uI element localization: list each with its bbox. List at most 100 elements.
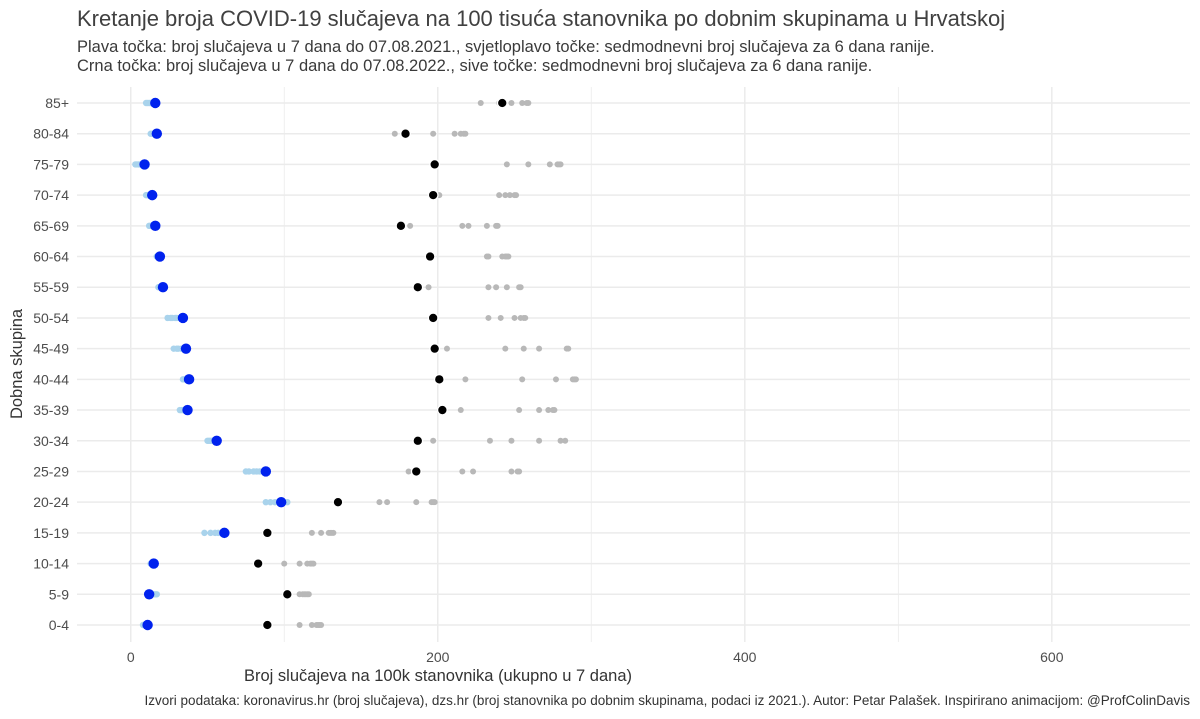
grey-point bbox=[413, 499, 420, 506]
grey-point bbox=[281, 560, 288, 567]
blue-point bbox=[260, 466, 272, 477]
grey-point bbox=[451, 130, 458, 137]
grey-point bbox=[552, 376, 559, 383]
light-blue-point bbox=[207, 529, 214, 537]
grey-point bbox=[318, 622, 325, 628]
y-tick-label: 25-29 bbox=[33, 463, 69, 479]
grey-point bbox=[496, 192, 503, 199]
blue-point bbox=[139, 159, 150, 170]
grey-point bbox=[508, 468, 515, 475]
y-tick-label: 20-24 bbox=[33, 494, 69, 510]
y-tick-label: 70-74 bbox=[33, 187, 69, 203]
grey-point bbox=[318, 529, 325, 536]
grey-point bbox=[506, 192, 513, 199]
grey-point bbox=[430, 499, 437, 506]
grey-point bbox=[525, 161, 532, 168]
blue-point bbox=[143, 589, 155, 600]
grey-point bbox=[483, 222, 490, 229]
grey-point bbox=[546, 161, 553, 168]
blue-point bbox=[211, 435, 222, 446]
grey-point bbox=[517, 284, 524, 291]
black-point bbox=[496, 97, 508, 109]
black-point bbox=[395, 220, 407, 232]
blue-point bbox=[147, 189, 158, 201]
black-point bbox=[261, 527, 273, 539]
grey-point bbox=[308, 529, 315, 536]
grey-point bbox=[503, 284, 510, 291]
blue-point bbox=[182, 404, 193, 416]
black-point bbox=[427, 312, 439, 324]
grey-point bbox=[407, 222, 414, 229]
grey-point bbox=[557, 437, 564, 444]
chart-subtitle-line-2: Crna točka: broj slučajeva u 7 dana do 0… bbox=[77, 57, 873, 75]
black-point bbox=[436, 404, 448, 416]
y-tick-label: 65-69 bbox=[33, 218, 69, 234]
chart-subtitle-line-1: Plava točka: broj slučajeva u 7 dana do … bbox=[77, 38, 935, 56]
y-tick-label: 35-39 bbox=[33, 402, 69, 418]
grey-point bbox=[477, 100, 484, 106]
chart-title: Kretanje broja COVID-19 slučajeva na 100… bbox=[77, 6, 1006, 31]
grid-lines bbox=[77, 87, 1190, 642]
x-tick-label: 400 bbox=[733, 649, 757, 665]
grey-point bbox=[430, 437, 437, 444]
x-tick-label: 600 bbox=[1040, 649, 1064, 665]
grey-point bbox=[494, 222, 501, 229]
grey-point bbox=[513, 192, 520, 199]
y-tick-label: 5-9 bbox=[49, 586, 69, 602]
blue-point bbox=[219, 527, 230, 539]
y-tick-label: 30-34 bbox=[33, 433, 69, 449]
blue-point bbox=[150, 97, 161, 109]
grey-point bbox=[536, 437, 543, 444]
grey-point bbox=[296, 560, 303, 567]
light-blue-point bbox=[245, 468, 253, 475]
grey-point bbox=[485, 314, 492, 321]
y-tick-label: 10-14 bbox=[33, 556, 69, 572]
black-point bbox=[400, 128, 411, 140]
y-tick-label: 50-54 bbox=[33, 310, 69, 326]
black-point bbox=[424, 251, 436, 262]
grey-point bbox=[522, 314, 529, 321]
grey-point bbox=[572, 376, 579, 383]
grey-point bbox=[519, 376, 526, 383]
grey-point bbox=[502, 192, 509, 199]
light-blue-point bbox=[262, 498, 270, 506]
grey-point bbox=[384, 499, 391, 506]
grey-point bbox=[493, 284, 500, 291]
grey-point bbox=[520, 345, 527, 352]
black-point bbox=[412, 281, 424, 293]
grey-point bbox=[565, 345, 572, 352]
grey-point bbox=[557, 161, 564, 168]
grey-point bbox=[485, 284, 492, 291]
grey-point bbox=[536, 407, 543, 414]
blue-point bbox=[150, 220, 161, 232]
y-tick-label: 45-49 bbox=[33, 341, 69, 357]
y-tick-label: 15-19 bbox=[33, 525, 69, 541]
grey-point bbox=[545, 407, 552, 414]
grey-point bbox=[465, 222, 472, 229]
grey-point bbox=[459, 222, 466, 229]
y-tick-label: 60-64 bbox=[33, 249, 69, 265]
black-point bbox=[332, 496, 344, 508]
blue-point bbox=[154, 251, 166, 262]
grey-point bbox=[551, 407, 558, 414]
black-point bbox=[281, 588, 293, 600]
grey-point bbox=[405, 468, 412, 475]
blue-point bbox=[157, 282, 169, 293]
grey-point bbox=[486, 437, 493, 444]
grey-point bbox=[511, 314, 518, 321]
black-point bbox=[261, 619, 273, 631]
black-point bbox=[412, 435, 424, 447]
grey-point bbox=[497, 314, 504, 321]
x-tick-labels: 0 200 400 600 bbox=[127, 649, 1064, 665]
grey-point bbox=[508, 100, 515, 106]
grey-point bbox=[514, 468, 521, 475]
y-tick-label: 80-84 bbox=[33, 126, 69, 142]
blue-point bbox=[183, 374, 195, 385]
grey-point bbox=[462, 130, 469, 137]
light-blue-point bbox=[201, 529, 208, 537]
y-tick-label: 55-59 bbox=[33, 279, 69, 295]
grey-point bbox=[516, 407, 523, 414]
x-axis-label: Broj slučajeva na 100k stanovnika (ukupn… bbox=[244, 667, 632, 685]
